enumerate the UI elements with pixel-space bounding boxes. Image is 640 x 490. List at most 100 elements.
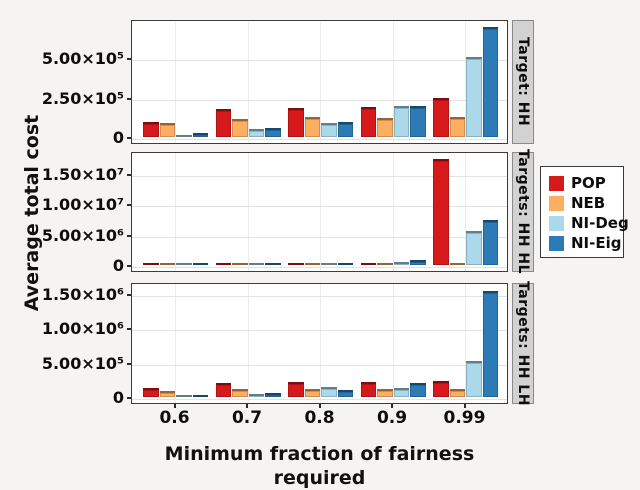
bar-neb-0-6	[159, 391, 175, 397]
gridline-vertical	[465, 153, 466, 271]
bar-ni-eig-0-6	[192, 133, 208, 137]
gridline-vertical	[392, 284, 394, 403]
legend-label: NI-Eig	[571, 234, 622, 252]
gridline-horizontal	[132, 295, 507, 297]
bar-pop-0-9	[360, 107, 376, 137]
gridline-horizontal	[132, 236, 507, 238]
y-tick-label: 1.00×10⁶	[41, 319, 124, 339]
gridline-horizontal	[132, 139, 507, 140]
bar-ni-deg-0-6	[176, 263, 192, 265]
gridline-vertical	[465, 284, 466, 403]
gridline-vertical	[247, 21, 249, 143]
facet-strip-label: Targets: HH LH	[515, 280, 531, 407]
x-axis-title: Minimum fraction of fairness required	[164, 443, 475, 489]
x-tick-label: 0.99	[443, 408, 486, 428]
bar-neb-0-7	[232, 389, 248, 397]
y-tick-mark	[127, 234, 131, 237]
legend-label: NEB	[571, 194, 606, 212]
bar-pop-0-99	[433, 381, 449, 397]
bar-pop-0-99	[433, 158, 449, 265]
legend-item-neb: NEB	[549, 193, 623, 213]
bar-ni-eig-0-99	[482, 219, 498, 265]
x-tick-mark	[463, 404, 466, 408]
y-tick-label: 0	[112, 388, 124, 407]
bar-neb-0-7	[232, 118, 248, 137]
y-tick-label: 1.00×10⁷	[41, 195, 124, 214]
bar-neb-0-7	[232, 263, 248, 265]
y-tick-mark	[127, 293, 131, 296]
legend-item-ni-eig: NI-Eig	[549, 233, 623, 253]
bar-ni-deg-0-7	[248, 263, 264, 265]
bar-pop-0-6	[143, 263, 159, 265]
y-tick-mark	[127, 58, 131, 61]
gridline-horizontal	[132, 330, 507, 332]
gridline-vertical	[392, 21, 394, 143]
bar-ni-deg-0-8	[321, 387, 337, 397]
bar-neb-0-99	[449, 388, 465, 397]
y-tick-mark	[127, 173, 131, 176]
bar-pop-0-8	[288, 107, 304, 137]
bar-ni-deg-0-99	[466, 360, 482, 397]
gridline-horizontal	[132, 206, 507, 207]
gridline-vertical	[320, 153, 321, 271]
y-tick-label: 1.50×10⁷	[41, 164, 124, 184]
legend-label: NI-Deg	[571, 214, 629, 232]
legend-item-ni-deg: NI-Deg	[549, 213, 629, 233]
bar-ni-deg-0-8	[321, 263, 337, 265]
x-tick-mark	[246, 404, 248, 408]
gridline-horizontal	[132, 60, 507, 62]
bar-ni-eig-0-99	[482, 291, 498, 397]
y-tick-mark	[127, 204, 131, 206]
bar-neb-0-99	[449, 117, 465, 137]
bar-ni-eig-0-6	[192, 395, 208, 397]
gridline-horizontal	[132, 399, 507, 400]
y-tick-mark	[127, 265, 131, 267]
x-tick-mark	[173, 404, 176, 408]
legend-item-pop: POP	[549, 173, 623, 193]
bar-neb-0-6	[159, 122, 175, 137]
legend: POP NEB NI-Deg NI-Eig	[540, 166, 629, 258]
x-tick-mark	[318, 404, 321, 408]
bar-ni-eig-0-9	[410, 260, 426, 265]
facet-strip-targets-hh-lh: Targets: HH LH	[512, 280, 534, 407]
gridline-horizontal	[132, 175, 507, 177]
bar-pop-0-6	[143, 122, 159, 137]
bar-ni-deg-0-99	[466, 230, 482, 265]
facet-strip-label: Target: HH	[515, 37, 531, 127]
y-tick-mark	[127, 328, 131, 331]
panel-targets-hh-hl	[131, 152, 508, 272]
bar-ni-deg-0-9	[393, 106, 409, 137]
bar-ni-deg-0-99	[466, 56, 482, 137]
gridline-horizontal	[132, 267, 507, 268]
x-tick-mark	[391, 404, 393, 408]
legend-key-swatch-pop	[549, 175, 564, 191]
bar-pop-0-9	[360, 262, 376, 265]
bar-ni-eig-0-8	[337, 263, 353, 265]
y-tick-mark	[127, 137, 131, 139]
bar-neb-0-8	[304, 389, 320, 397]
legend-key-swatch-ni-deg	[549, 215, 564, 231]
x-tick-label: 0.6	[159, 408, 190, 428]
y-tick-label: 5.00×10⁵	[41, 353, 124, 373]
legend-label: POP	[571, 174, 606, 192]
y-tick-label: 0	[112, 128, 124, 147]
bar-pop-0-7	[215, 382, 231, 397]
legend-key-swatch-ni-eig	[549, 235, 564, 251]
gridline-vertical	[175, 284, 176, 403]
y-tick-mark	[127, 397, 131, 399]
panel-targets-hh-lh	[131, 283, 508, 404]
gridline-vertical	[465, 21, 466, 143]
bar-ni-eig-0-7	[265, 263, 281, 265]
bar-ni-eig-0-99	[482, 26, 498, 137]
bar-ni-eig-0-8	[337, 389, 353, 397]
y-tick-label: 1.50×10⁶	[41, 284, 124, 304]
bar-neb-0-9	[377, 118, 393, 137]
gridline-vertical	[247, 284, 249, 403]
bar-ni-deg-0-9	[393, 261, 409, 265]
gridline-vertical	[320, 284, 321, 403]
bar-pop-0-8	[288, 263, 304, 265]
panel-target-hh	[131, 20, 508, 144]
bar-pop-0-8	[288, 382, 304, 397]
bar-neb-0-99	[449, 263, 465, 265]
bar-pop-0-7	[215, 263, 231, 265]
